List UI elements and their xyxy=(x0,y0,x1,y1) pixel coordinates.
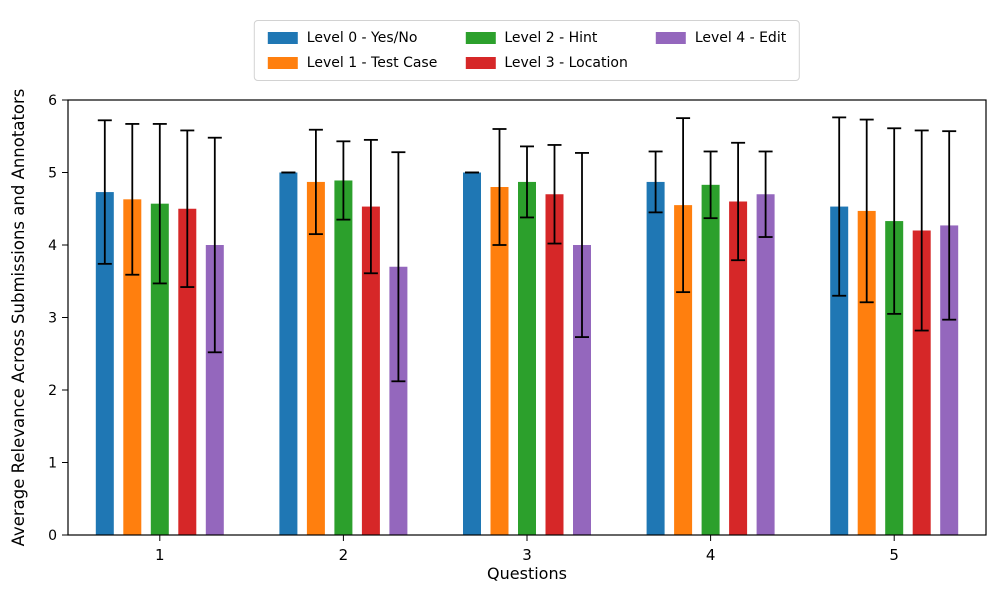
legend-label: Level 3 - Location xyxy=(504,55,628,71)
bar xyxy=(123,199,142,535)
bar xyxy=(279,172,298,535)
x-axis-label: Questions xyxy=(487,564,567,583)
x-tick-label: 1 xyxy=(155,546,165,564)
error-bar xyxy=(676,117,691,294)
error-bar xyxy=(363,138,378,275)
bar xyxy=(830,206,849,535)
error-bar xyxy=(547,144,562,245)
bar xyxy=(885,221,904,535)
y-tick-label: 3 xyxy=(48,311,57,327)
bar xyxy=(490,187,509,535)
bar xyxy=(334,180,353,535)
y-tick-label: 0 xyxy=(48,528,57,544)
x-tick-label: 5 xyxy=(889,546,899,564)
x-tick-label: 2 xyxy=(339,546,349,564)
bar xyxy=(178,208,197,535)
legend-swatch-icon xyxy=(655,32,686,44)
bar xyxy=(306,181,325,536)
error-bar xyxy=(731,141,746,262)
error-bar xyxy=(180,129,195,288)
error-bar xyxy=(492,128,507,246)
legend-swatch-icon xyxy=(465,32,496,44)
error-bar xyxy=(648,150,663,214)
y-axis-label: Average Relevance Across Submissions and… xyxy=(9,89,28,547)
legend-item-level-0: Level 0 - Yes/No xyxy=(267,29,438,47)
legend-swatch-icon xyxy=(267,57,298,69)
error-bar xyxy=(336,140,351,221)
y-tick-label: 1 xyxy=(48,456,57,472)
chart-plot-area: 0 1 2 3 4 5 6 1 2 3 4 5 xyxy=(48,93,987,564)
error-bar xyxy=(207,136,222,354)
y-tick-label: 2 xyxy=(48,383,57,399)
legend-label: Level 1 - Test Case xyxy=(306,55,438,71)
bar xyxy=(646,181,665,536)
y-tick-label: 5 xyxy=(48,166,57,182)
legend-item-level-1: Level 1 - Test Case xyxy=(267,54,438,72)
bar xyxy=(545,194,564,535)
error-bar xyxy=(308,128,323,236)
legend-item-level-4: Level 4 - Edit xyxy=(655,29,787,47)
bar xyxy=(463,172,481,535)
bar xyxy=(205,245,224,535)
legend-item-level-3: Level 3 - Location xyxy=(465,54,628,72)
legend-item-level-2: Level 2 - Hint xyxy=(465,29,627,47)
legend-label: Level 4 - Edit xyxy=(694,30,787,46)
bar xyxy=(940,225,959,536)
error-bar xyxy=(575,152,589,338)
legend-swatch-icon xyxy=(465,57,496,69)
bar xyxy=(701,184,720,535)
error-bar xyxy=(152,123,167,285)
legend-label: Level 2 - Hint xyxy=(504,30,598,46)
bar xyxy=(912,230,931,535)
bar xyxy=(95,192,114,535)
bar xyxy=(518,181,536,536)
legend: Level 0 - Yes/No Level 1 - Test Case Lev… xyxy=(253,20,801,81)
bar xyxy=(150,203,169,536)
error-bar xyxy=(887,127,902,315)
error-bar xyxy=(703,150,718,220)
x-tick-label: 4 xyxy=(706,546,716,564)
y-tick-label: 6 xyxy=(48,93,57,109)
legend-swatch-icon xyxy=(267,32,298,44)
legend-label: Level 0 - Yes/No xyxy=(306,30,418,46)
bar xyxy=(389,266,408,535)
error-bar xyxy=(832,116,847,297)
error-bar xyxy=(391,151,406,383)
error-bar xyxy=(859,118,874,304)
error-bar xyxy=(758,150,773,238)
plot-frame xyxy=(67,99,987,536)
error-bar xyxy=(914,129,929,332)
bar xyxy=(674,205,693,535)
bar xyxy=(361,206,380,535)
y-tick-label: 4 xyxy=(48,238,57,254)
error-bar xyxy=(125,123,140,276)
error-bar xyxy=(942,130,957,321)
error-bar xyxy=(520,145,534,219)
bar xyxy=(857,210,876,536)
bar xyxy=(729,201,748,535)
error-bar xyxy=(97,119,112,265)
bar xyxy=(573,245,591,535)
x-tick-label: 3 xyxy=(522,546,532,564)
bar xyxy=(756,194,775,535)
